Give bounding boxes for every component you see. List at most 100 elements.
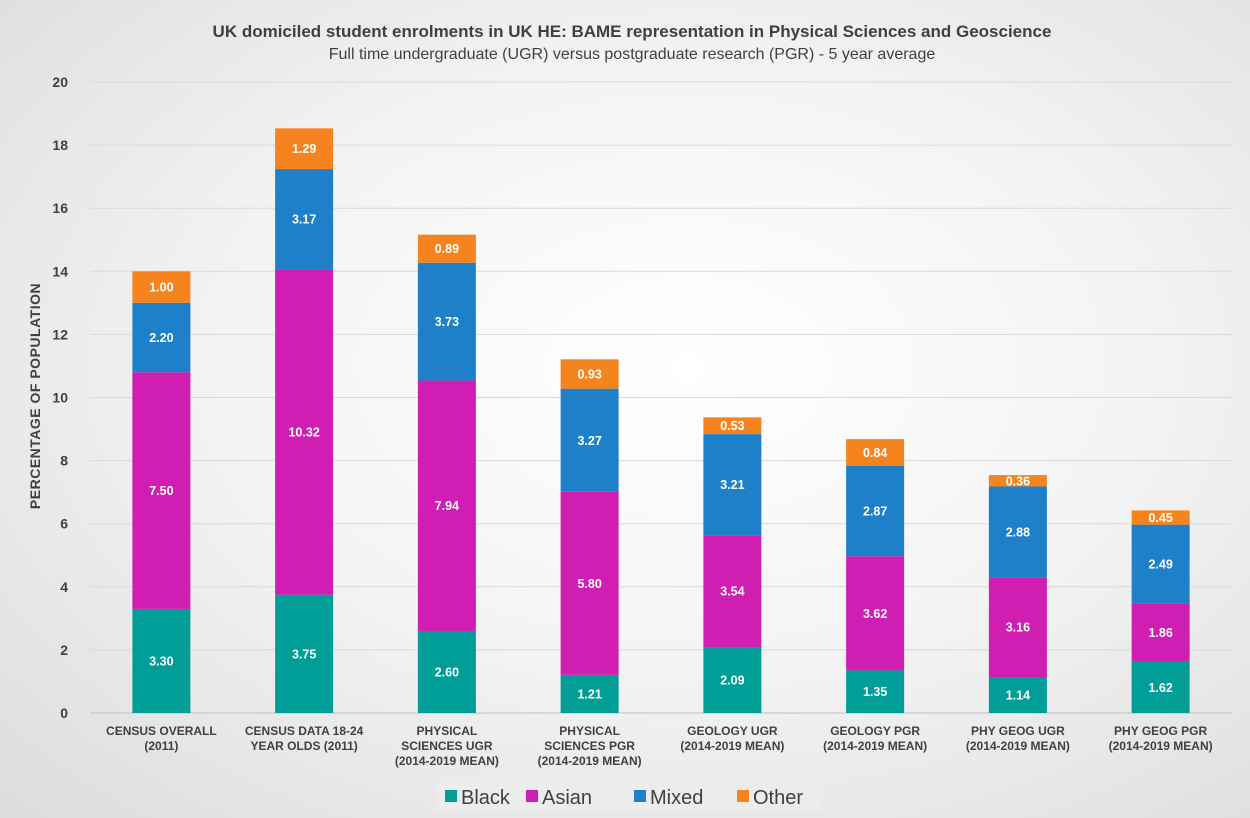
bar-black (417, 630, 476, 713)
x-tick-label: GEOLOGY UGR (687, 724, 778, 738)
data-label-other: 0.84 (863, 446, 887, 460)
bar-asian (417, 380, 476, 631)
legend-background (436, 781, 822, 811)
bar-asian (988, 577, 1047, 678)
data-label-asian: 7.94 (435, 499, 459, 513)
y-tick-label: 4 (60, 579, 68, 595)
data-label-mixed: 2.87 (863, 504, 887, 518)
bar-other (703, 417, 762, 435)
data-label-asian: 5.80 (577, 577, 601, 591)
data-label-asian: 3.16 (1006, 621, 1030, 635)
bar-mixed (560, 388, 619, 492)
data-label-asian: 1.86 (1148, 626, 1172, 640)
data-label-black: 1.62 (1148, 681, 1172, 695)
data-label-other: 1.29 (292, 142, 316, 156)
data-label-asian: 7.50 (149, 484, 173, 498)
x-tick-label: (2011) (144, 739, 178, 753)
data-label-other: 0.45 (1148, 511, 1172, 525)
legend-label-black: Black (461, 787, 511, 809)
bar-other (988, 475, 1047, 487)
bar-black (560, 674, 619, 713)
y-axis-ticks: 0 2 4 6 8 10 12 14 16 18 20 (52, 74, 68, 721)
bar-asian (560, 491, 619, 675)
bar-asian (275, 269, 334, 595)
bar-mixed (846, 465, 905, 557)
y-tick-label: 18 (52, 137, 68, 153)
bar-mixed (1131, 524, 1190, 604)
legend-swatch-other (737, 790, 749, 802)
bar-mixed (703, 434, 762, 536)
x-tick-label: PHY GEOG UGR (971, 724, 1065, 738)
bar-asian (132, 372, 191, 609)
legend-swatch-asian (526, 790, 538, 802)
x-tick-label: (2014-2019 MEAN) (395, 754, 499, 768)
y-tick-label: 16 (52, 200, 68, 216)
x-tick-label: YEAR OLDS (2011) (250, 739, 357, 753)
bar-other (846, 439, 905, 466)
y-tick-label: 6 (60, 516, 68, 532)
data-label-mixed: 3.21 (720, 478, 744, 492)
y-tick-label: 12 (52, 326, 68, 342)
data-label-mixed: 2.88 (1006, 525, 1030, 539)
data-label-black: 2.60 (435, 665, 459, 679)
data-label-asian: 3.54 (720, 585, 744, 599)
data-label-black: 1.14 (1006, 689, 1030, 703)
legend-swatch-mixed (634, 790, 646, 802)
legend: Black Asian Mixed Other (436, 781, 822, 811)
data-label-black: 2.09 (720, 674, 744, 688)
data-label-other: 0.53 (720, 419, 744, 433)
chart-subtitle: Full time undergraduate (UGR) versus pos… (329, 46, 936, 63)
y-axis-label: PERCENTAGE OF POPULATION (27, 283, 43, 509)
x-tick-label: (2014-2019 MEAN) (966, 739, 1070, 753)
bar-mixed (275, 169, 334, 270)
bar-black (846, 670, 905, 713)
data-label-asian: 10.32 (288, 425, 319, 439)
x-tick-label: GEOLOGY PGR (830, 724, 920, 738)
y-tick-label: 2 (60, 642, 68, 658)
y-tick-label: 0 (60, 705, 68, 721)
x-tick-label: SCIENCES UGR (401, 739, 493, 753)
x-tick-label: (2014-2019 MEAN) (538, 754, 642, 768)
x-tick-label: (2014-2019 MEAN) (823, 739, 927, 753)
bar-asian (1131, 603, 1190, 662)
bar-black (1131, 661, 1190, 713)
x-tick-label: CENSUS DATA 18-24 (245, 724, 364, 738)
bar-mixed (132, 302, 191, 373)
legend-label-other: Other (753, 787, 803, 809)
bar-asian (846, 556, 905, 671)
data-label-black: 1.21 (577, 687, 601, 701)
data-label-mixed: 3.17 (292, 213, 316, 227)
bar-black (275, 594, 334, 713)
data-label-mixed: 2.49 (1148, 557, 1172, 571)
bars (132, 128, 1190, 713)
data-label-black: 3.30 (149, 654, 173, 668)
y-tick-label: 20 (52, 74, 68, 90)
x-tick-label: PHY GEOG PGR (1114, 724, 1207, 738)
legend-swatch-black (445, 790, 457, 802)
data-label-mixed: 2.20 (149, 331, 173, 345)
data-label-mixed: 3.27 (577, 434, 601, 448)
bar-black (132, 608, 191, 713)
x-tick-label: PHYSICAL (559, 724, 620, 738)
x-tick-label: PHYSICAL (417, 724, 478, 738)
chart-title: UK domiciled student enrolments in UK HE… (213, 22, 1052, 41)
data-label-black: 1.35 (863, 685, 887, 699)
x-tick-label: (2014-2019 MEAN) (1109, 739, 1213, 753)
gridlines (90, 81, 1232, 714)
data-label-black: 3.75 (292, 647, 316, 661)
data-label-other: 0.93 (577, 367, 601, 381)
legend-label-asian: Asian (542, 787, 592, 809)
data-labels: 3.30 7.50 2.20 1.00 3.75 10.32 3.17 1.29 2.60 7.9… (149, 142, 1173, 702)
data-label-other: 1.00 (149, 281, 173, 295)
y-tick-label: 8 (60, 453, 68, 469)
bar-black (703, 647, 762, 713)
x-tick-label: (2014-2019 MEAN) (680, 739, 784, 753)
bar-black (988, 677, 1047, 713)
y-tick-label: 14 (52, 263, 68, 279)
bar-other (417, 234, 476, 263)
data-label-other: 0.36 (1006, 474, 1030, 488)
bar-mixed (417, 262, 476, 381)
data-label-asian: 3.62 (863, 607, 887, 621)
x-axis-ticks: CENSUS OVERALL(2011) CENSUS DATA 18-24YEA… (106, 724, 1213, 768)
